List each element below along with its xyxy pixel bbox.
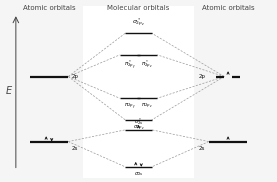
Text: $\pi^*_{2p_y}$: $\pi^*_{2p_y}$ (124, 58, 136, 71)
Text: 2s: 2s (71, 146, 78, 151)
Text: 2p: 2p (199, 74, 206, 79)
Text: Atomic orbitals: Atomic orbitals (23, 5, 75, 11)
Text: $\sigma_{2p_z}$: $\sigma_{2p_z}$ (133, 124, 144, 133)
Text: E: E (5, 86, 11, 96)
Text: 2s: 2s (199, 146, 206, 151)
Text: $\sigma^*_{2p_z}$: $\sigma^*_{2p_z}$ (132, 17, 145, 29)
Bar (83, 6, 194, 178)
Text: $\pi_{2p_y}$: $\pi_{2p_y}$ (124, 102, 136, 112)
Text: 2p: 2p (71, 74, 78, 79)
Text: Molecular orbitals: Molecular orbitals (107, 5, 170, 11)
Text: $\pi^*_{2p_z}$: $\pi^*_{2p_z}$ (142, 58, 153, 71)
Text: $\sigma_{2s}$: $\sigma_{2s}$ (134, 170, 143, 178)
Text: Atomic orbitals: Atomic orbitals (202, 5, 254, 11)
Text: $\sigma^*_{2s}$: $\sigma^*_{2s}$ (134, 116, 143, 126)
Text: $\pi_{2p_z}$: $\pi_{2p_z}$ (142, 102, 153, 111)
